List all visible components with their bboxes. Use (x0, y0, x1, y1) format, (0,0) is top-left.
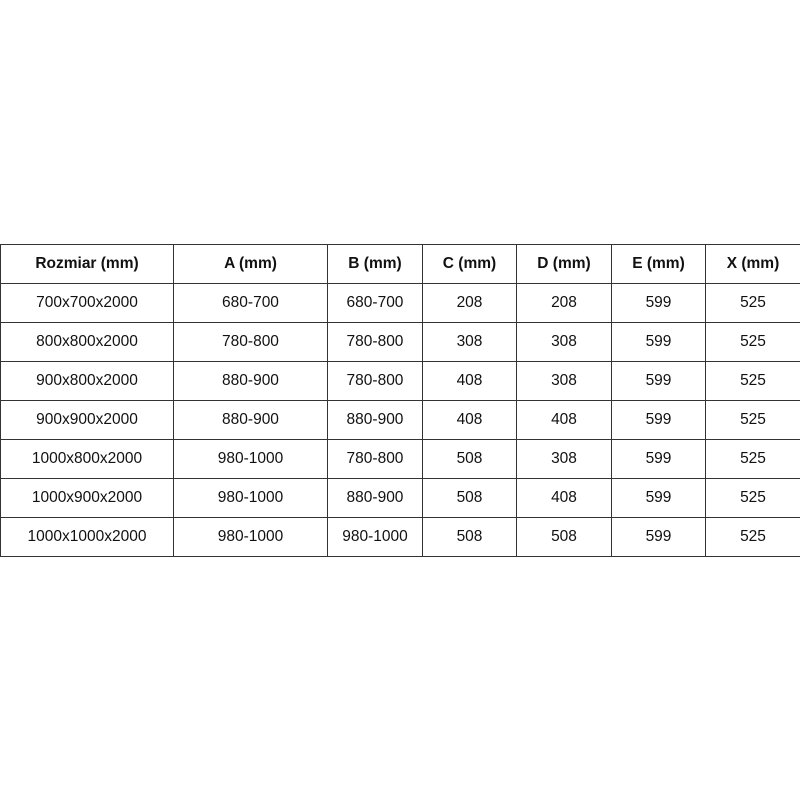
table-cell: 408 (516, 400, 612, 440)
table-row: 1000x1000x2000 980-1000 980-1000 508 508 599 5… (0, 517, 800, 557)
table-cell: 308 (516, 361, 612, 401)
table-cell: 980-1000 (173, 517, 328, 557)
table-cell: 599 (611, 361, 706, 401)
table-cell: 900x900x2000 (0, 400, 174, 440)
table-cell: 599 (611, 400, 706, 440)
table-row: 900x800x2000 880-900 780-800 408 308 599 525 (0, 361, 800, 401)
column-header: E (mm) (611, 244, 706, 284)
table-row: 1000x800x2000 980-1000 780-800 508 308 599 525 (0, 439, 800, 479)
table-cell: 880-900 (173, 400, 328, 440)
column-header: A (mm) (173, 244, 328, 284)
column-header: Rozmiar (mm) (0, 244, 174, 284)
table-row: 800x800x2000 780-800 780-800 308 308 599 525 (0, 322, 800, 362)
table-cell: 599 (611, 478, 706, 518)
table-cell: 880-900 (327, 400, 423, 440)
table-cell: 680-700 (173, 283, 328, 323)
table-cell: 780-800 (173, 322, 328, 362)
table-cell: 980-1000 (173, 439, 328, 479)
table-cell: 980-1000 (327, 517, 423, 557)
column-header: C (mm) (422, 244, 517, 284)
table-cell: 1000x1000x2000 (0, 517, 174, 557)
table-cell: 780-800 (327, 361, 423, 401)
table-cell: 880-900 (173, 361, 328, 401)
table-cell: 880-900 (327, 478, 423, 518)
table-cell: 980-1000 (173, 478, 328, 518)
table-cell: 408 (422, 400, 517, 440)
table-cell: 208 (422, 283, 517, 323)
table-row: 700x700x2000 680-700 680-700 208 208 599 525 (0, 283, 800, 323)
table-cell: 508 (422, 439, 517, 479)
table-cell: 508 (516, 517, 612, 557)
table-cell: 700x700x2000 (0, 283, 174, 323)
table-cell: 525 (705, 322, 800, 362)
table-cell: 408 (422, 361, 517, 401)
table-cell: 525 (705, 439, 800, 479)
table-cell: 308 (516, 439, 612, 479)
table-row: 1000x900x2000 980-1000 880-900 508 408 599 525 (0, 478, 800, 518)
table-cell: 599 (611, 517, 706, 557)
column-header: X (mm) (705, 244, 800, 284)
table-cell: 599 (611, 283, 706, 323)
table-cell: 800x800x2000 (0, 322, 174, 362)
dimensions-table: Rozmiar (mm) A (mm) B (mm) C (mm) D (mm) E (m… (0, 244, 800, 557)
table-cell: 408 (516, 478, 612, 518)
table-header-row: Rozmiar (mm) A (mm) B (mm) C (mm) D (mm) E (m… (0, 244, 800, 284)
table-cell: 308 (422, 322, 517, 362)
column-header: B (mm) (327, 244, 423, 284)
table-cell: 508 (422, 478, 517, 518)
table-cell: 1000x900x2000 (0, 478, 174, 518)
table-cell: 1000x800x2000 (0, 439, 174, 479)
table-cell: 308 (516, 322, 612, 362)
table-cell: 525 (705, 283, 800, 323)
table-cell: 599 (611, 439, 706, 479)
table-cell: 208 (516, 283, 612, 323)
table-cell: 780-800 (327, 322, 423, 362)
table-cell: 525 (705, 400, 800, 440)
table-cell: 508 (422, 517, 517, 557)
table-cell: 680-700 (327, 283, 423, 323)
table-row: 900x900x2000 880-900 880-900 408 408 599 525 (0, 400, 800, 440)
table-cell: 525 (705, 478, 800, 518)
table-cell: 599 (611, 322, 706, 362)
table-cell: 900x800x2000 (0, 361, 174, 401)
column-header: D (mm) (516, 244, 612, 284)
table-cell: 780-800 (327, 439, 423, 479)
table-cell: 525 (705, 361, 800, 401)
table-cell: 525 (705, 517, 800, 557)
